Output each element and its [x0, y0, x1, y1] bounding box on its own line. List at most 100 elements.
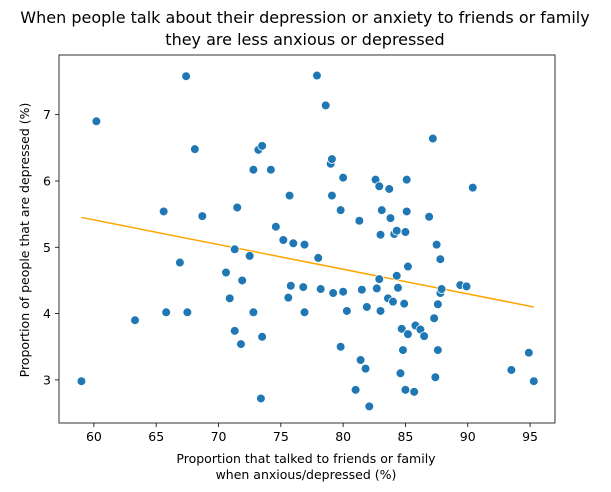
data-point [190, 144, 200, 154]
x-tick-label: 95 [522, 429, 538, 444]
points-layer [76, 70, 539, 412]
data-point [229, 326, 240, 336]
data-point [399, 298, 410, 309]
data-point [355, 355, 366, 365]
plot-area [58, 54, 556, 424]
data-point [278, 235, 289, 245]
data-point [342, 306, 352, 316]
data-point [431, 239, 442, 250]
x-axis-label-line-2: when anxious/depressed (%) [216, 467, 397, 482]
data-point [284, 190, 295, 201]
data-point [403, 261, 413, 272]
data-point [409, 387, 419, 397]
data-point [374, 274, 385, 284]
data-point [362, 302, 372, 312]
data-point [398, 345, 408, 355]
data-point [248, 164, 259, 175]
data-point [435, 254, 446, 265]
data-point [285, 280, 296, 291]
data-point [236, 339, 246, 349]
data-point [257, 332, 267, 342]
y-tick-label: 6 [43, 173, 51, 188]
data-point [364, 401, 375, 412]
data-point [181, 71, 191, 82]
data-point [257, 141, 267, 151]
x-tick-label: 70 [211, 429, 227, 444]
y-tick-label: 7 [43, 107, 51, 122]
x-tick-label: 75 [273, 429, 289, 444]
data-point [374, 181, 385, 192]
data-point [338, 172, 348, 183]
data-point [315, 284, 326, 294]
data-point [76, 376, 87, 387]
data-point [229, 244, 240, 255]
data-point [529, 376, 539, 387]
data-point [401, 206, 412, 217]
data-point [385, 213, 396, 223]
data-point [327, 154, 337, 164]
data-point [130, 315, 140, 326]
data-point [288, 238, 299, 249]
data-point [371, 283, 382, 294]
data-point [436, 284, 447, 294]
data-point [299, 307, 310, 318]
data-point [161, 307, 171, 318]
chart-title-line-1: When people talk about their depression … [20, 8, 589, 27]
data-point [391, 225, 402, 236]
data-point [375, 306, 386, 316]
data-point [327, 190, 337, 201]
data-point [360, 363, 371, 374]
data-point [388, 296, 398, 307]
y-tick-label: 3 [43, 372, 51, 387]
data-point [335, 341, 346, 352]
data-point [461, 281, 472, 292]
data-point [430, 372, 441, 383]
data-point [357, 284, 367, 295]
data-point [320, 100, 331, 111]
x-axis: 60 65 70 75 80 85 90 95 [86, 423, 538, 444]
data-point [401, 174, 412, 185]
data-point [158, 206, 169, 217]
data-point [175, 257, 185, 268]
data-point [271, 221, 281, 232]
y-axis-label: Proportion of people that are depressed … [17, 103, 32, 378]
x-tick-label: 85 [397, 429, 413, 444]
x-axis-label-line-1: Proportion that talked to friends or fam… [176, 451, 436, 466]
data-point [396, 324, 407, 334]
data-point [429, 313, 439, 324]
trend-line [81, 216, 534, 308]
data-point [266, 164, 276, 175]
data-point [232, 202, 243, 213]
data-point [419, 331, 429, 341]
data-point [237, 275, 247, 286]
data-point [400, 227, 411, 237]
data-point [393, 282, 403, 293]
plot-frame [58, 54, 556, 424]
data-point [256, 393, 266, 404]
data-point [224, 293, 235, 304]
x-tick-label: 90 [460, 429, 476, 444]
data-point [312, 70, 322, 81]
data-point [384, 184, 395, 194]
data-point [433, 299, 443, 310]
data-point [400, 385, 411, 395]
data-point [283, 292, 294, 303]
data-point [375, 229, 386, 240]
data-point [391, 270, 402, 281]
data-point [433, 345, 443, 355]
data-point [376, 205, 387, 215]
data-point [506, 365, 517, 375]
data-point [424, 211, 434, 222]
data-point [338, 286, 348, 297]
data-point [298, 282, 309, 292]
data-point [467, 182, 478, 193]
data-point [244, 251, 255, 261]
x-tick-label: 65 [148, 429, 164, 444]
y-tick-label: 5 [43, 240, 51, 255]
data-point [248, 307, 259, 318]
y-axis: 3 4 5 6 7 [43, 107, 59, 387]
data-point [403, 329, 413, 339]
trendline-layer [81, 216, 534, 308]
data-point [91, 116, 102, 127]
